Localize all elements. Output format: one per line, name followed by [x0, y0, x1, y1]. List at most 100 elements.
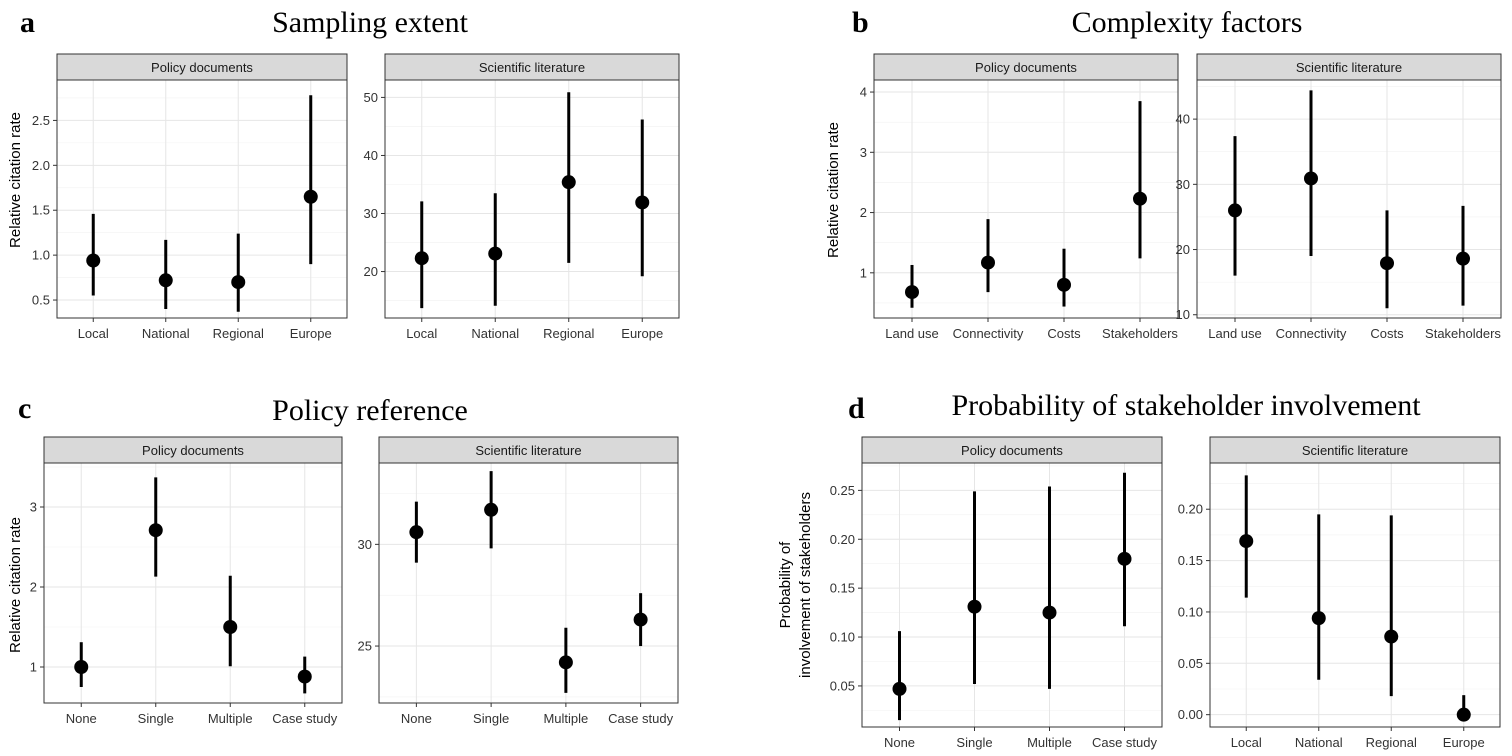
facet-b-1: Policy documents 1 2 3 4 Land use Connectivity…: [860, 53, 1179, 341]
y-tick-label: 0.05: [830, 678, 855, 693]
data-point: [1133, 191, 1147, 206]
facet-strip-label: Scientific literature: [1302, 443, 1408, 458]
facet-strip: [378, 436, 679, 464]
y-tick-label: 1: [30, 660, 37, 675]
y-tick-label: 30: [358, 537, 372, 552]
y-tick-label: 3: [860, 145, 867, 160]
data-point: [633, 612, 648, 627]
facet-strip-label: Policy documents: [142, 443, 244, 458]
y-tick-label: 1.0: [32, 248, 50, 263]
data-point: [86, 253, 101, 268]
data-point: [414, 251, 429, 266]
x-tick-label: Land use: [885, 326, 939, 341]
y-tick-label: 1.5: [32, 203, 50, 218]
data-point: [1456, 251, 1470, 266]
y-tick-label: 2: [30, 580, 37, 595]
plot-area: [1196, 79, 1502, 319]
plot-border: [873, 79, 1179, 319]
data-point: [1311, 611, 1326, 626]
data-point: [635, 195, 650, 210]
panel-a-title: Sampling extent: [272, 6, 468, 39]
plot-area: [873, 79, 1179, 319]
y-tick-label: 0.20: [830, 532, 855, 547]
y-tick-label: 0.10: [1178, 604, 1203, 619]
y-tick-label: 0.00: [1178, 707, 1203, 722]
panel-d-ylabel-line2: involvement of stakeholders: [797, 492, 814, 678]
panel-b: b Complexity factors Relative citation r…: [825, 6, 1302, 258]
plot-border: [384, 79, 680, 319]
data-point: [1042, 605, 1057, 620]
data-point: [1456, 707, 1471, 722]
y-tick-label: 0.20: [1178, 502, 1203, 517]
y-tick-label: 50: [364, 90, 378, 105]
plot-border: [1196, 79, 1502, 319]
facet-strip: [1209, 436, 1501, 464]
y-tick-label: 0.05: [1178, 656, 1203, 671]
x-tick-label: Single: [473, 711, 509, 726]
x-tick-label: Local: [1231, 735, 1262, 750]
plot-area: [43, 462, 343, 704]
data-point: [231, 275, 246, 290]
facet-b-2: Scientific literature 10 20 30 40 Land use Con…: [1176, 53, 1502, 341]
facet-strip-label: Scientific literature: [479, 60, 585, 75]
x-tick-label: Europe: [1443, 735, 1485, 750]
x-tick-label: Stakeholders: [1102, 326, 1178, 341]
data-point: [409, 525, 424, 540]
x-tick-label: Case study: [608, 711, 674, 726]
panel-b-ylabel: Relative citation rate: [825, 122, 842, 258]
data-point: [1304, 171, 1318, 186]
facets-layer: Policy documents 0.5 1.0 1.5 2.0 2.5 Local Nati…: [30, 53, 1502, 750]
data-point: [1380, 256, 1394, 271]
x-tick-label: Europe: [621, 326, 663, 341]
y-tick-label: 30: [1176, 177, 1190, 192]
panel-a-ylabel: Relative citation rate: [7, 112, 24, 248]
x-tick-label: Single: [138, 711, 174, 726]
panel-d-ylabel-line1: Probability of: [777, 541, 794, 629]
x-tick-label: Regional: [1366, 735, 1417, 750]
data-point: [1384, 629, 1399, 644]
facet-d-2: Scientific literature 0.00 0.05 0.10 0.15 0.2…: [1178, 436, 1501, 750]
facet-strip-label: Policy documents: [975, 60, 1077, 75]
y-tick-label: 2: [860, 205, 867, 220]
y-tick-label: 0.10: [830, 630, 855, 645]
data-point: [905, 285, 919, 300]
facet-d-1: Policy documents 0.05 0.10 0.15 0.20 0.25 None…: [830, 436, 1163, 750]
data-point: [148, 523, 163, 538]
data-point: [1239, 534, 1254, 549]
panel-a: a Sampling extent Relative citation rate: [7, 6, 469, 248]
data-point: [1117, 551, 1132, 566]
data-point: [1228, 203, 1242, 218]
plot-area: [384, 79, 680, 319]
x-tick-label: National: [471, 326, 519, 341]
y-tick-label: 0.25: [830, 483, 855, 498]
data-point: [1057, 277, 1071, 292]
panel-c-letter: c: [18, 392, 31, 425]
facet-a-2: Scientific literature 20 30 40 50 Local Nation…: [364, 53, 680, 341]
y-tick-label: 2.5: [32, 113, 50, 128]
data-point: [561, 175, 576, 190]
plot-area: [56, 79, 348, 319]
x-tick-label: Local: [78, 326, 109, 341]
panel-b-title: Complexity factors: [1072, 6, 1303, 39]
x-tick-label: None: [884, 735, 915, 750]
panel-d-title: Probability of stakeholder involvement: [951, 389, 1421, 422]
x-tick-label: Connectivity: [953, 326, 1024, 341]
facet-strip: [56, 53, 348, 81]
x-tick-label: Regional: [543, 326, 594, 341]
x-tick-label: Multiple: [1027, 735, 1072, 750]
facet-a-1: Policy documents 0.5 1.0 1.5 2.0 2.5 Local Nati…: [32, 53, 348, 341]
plot-border: [43, 462, 343, 704]
x-tick-label: Multiple: [208, 711, 253, 726]
plot-area: [378, 462, 679, 704]
facet-strip-label: Scientific literature: [1296, 60, 1402, 75]
panel-a-letter: a: [20, 6, 35, 39]
data-point: [981, 255, 995, 270]
x-tick-label: Regional: [213, 326, 264, 341]
facet-c-1: Policy documents 1 2 3 None Single Multiple Cas…: [30, 436, 343, 726]
facet-strip-label: Scientific literature: [475, 443, 581, 458]
y-tick-label: 20: [1176, 242, 1190, 257]
y-tick-label: 1: [860, 265, 867, 280]
x-tick-label: Stakeholders: [1425, 326, 1501, 341]
data-point: [558, 655, 573, 670]
x-tick-label: National: [142, 326, 190, 341]
